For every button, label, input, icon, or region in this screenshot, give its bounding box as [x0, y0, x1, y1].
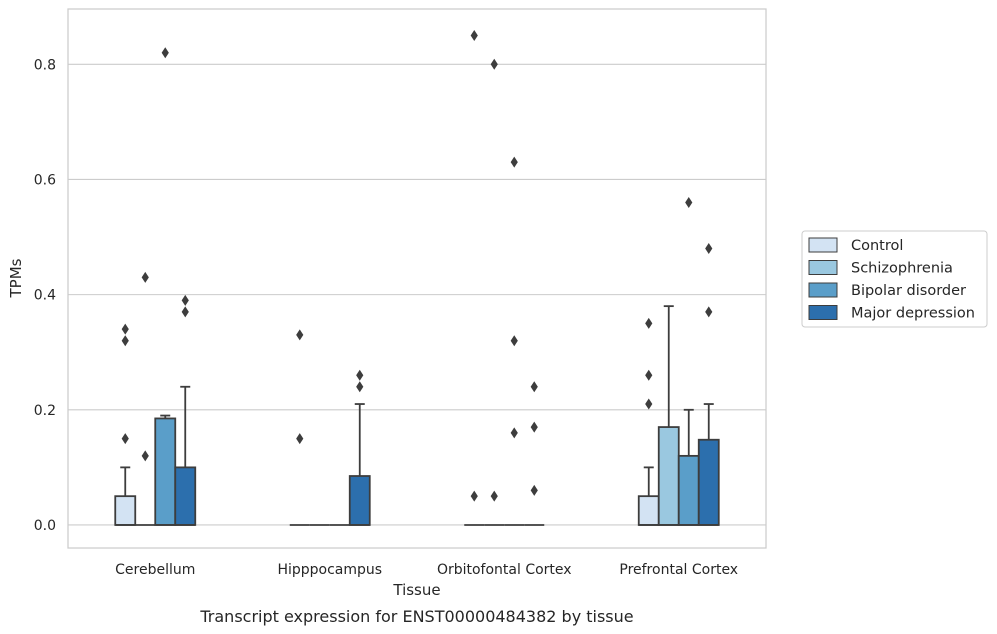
outlier-point [510, 335, 518, 347]
outlier-point [705, 243, 713, 255]
box [697, 438, 720, 526]
legend-label: Control [851, 238, 903, 254]
series-group [135, 58, 680, 526]
outlier-point [296, 433, 304, 445]
outlier-point [470, 29, 478, 41]
x-tick-label: Hipppocampus [277, 562, 382, 578]
x-tick-labels: Cerebellum Hipppocampus Orbitofontal Corte… [115, 562, 738, 578]
box [677, 454, 700, 526]
y-tick-label: 0.0 [34, 518, 56, 534]
outlier-point [121, 433, 129, 445]
box-item [484, 58, 505, 526]
box [637, 495, 660, 526]
box-item [154, 47, 177, 526]
outlier-point [161, 47, 169, 59]
outlier-point [121, 323, 129, 335]
outlier-point [356, 381, 364, 393]
box-item [637, 317, 660, 526]
plot-frame [67, 8, 767, 549]
legend-swatch [808, 260, 838, 275]
outlier-point [645, 369, 653, 381]
legend-frame [801, 230, 988, 328]
box [114, 495, 137, 526]
box-item [114, 323, 137, 526]
outlier-point [141, 271, 149, 283]
outlier-point [470, 490, 478, 502]
box-item [657, 305, 680, 526]
box-item [464, 29, 485, 526]
outlier-point [490, 490, 498, 502]
y-tick-label: 0.6 [34, 172, 56, 188]
legend-label: Schizophrenia [851, 261, 953, 277]
y-tick-label: 0.8 [34, 57, 56, 73]
x-axis-title: Tissue [392, 581, 440, 599]
outlier-point [356, 369, 364, 381]
outlier-point [685, 196, 693, 208]
legend: Control Schizophrenia Bipolar disorder Majo… [801, 230, 988, 328]
outlier-point [141, 450, 149, 462]
box-item [348, 369, 371, 526]
box-item [135, 271, 156, 526]
outlier-point [296, 329, 304, 341]
box [154, 417, 177, 526]
outlier-point [510, 427, 518, 439]
box [348, 475, 371, 526]
legend-swatch [808, 282, 838, 298]
outlier-point [645, 398, 653, 410]
outlier-point [510, 156, 518, 168]
outlier-point [705, 306, 713, 318]
legend-swatch [808, 237, 838, 253]
x-tick-label: Cerebellum [115, 562, 195, 578]
outlier-point [530, 381, 538, 393]
series-group [114, 29, 660, 526]
series-group [174, 243, 720, 526]
outlier-point [181, 306, 189, 318]
y-tick-label: 0.4 [34, 288, 56, 304]
legend-swatch [808, 305, 838, 320]
series-group [154, 47, 700, 526]
chart-caption: Transcript expression for ENST0000048438… [199, 607, 633, 626]
box-item [504, 156, 525, 526]
box [657, 426, 680, 526]
legend-label: Major depression [851, 306, 975, 322]
box-item [697, 243, 720, 526]
outlier-point [490, 58, 498, 70]
outlier-point [530, 421, 538, 433]
outlier-point [121, 335, 129, 347]
outlier-point [645, 317, 653, 329]
x-tick-label: Orbitofontal Cortex [437, 562, 572, 578]
x-tick-label: Prefrontal Cortex [619, 562, 738, 578]
y-tick-labels: 0.0 0.2 0.4 0.6 0.8 [34, 57, 56, 534]
outlier-point [530, 484, 538, 496]
box-item [524, 381, 545, 526]
box-item [677, 196, 700, 526]
legend-label: Bipolar disorder [851, 283, 966, 299]
box [174, 466, 197, 526]
outlier-point [181, 294, 189, 306]
box-item [289, 329, 310, 526]
box-groups [114, 29, 720, 526]
y-tick-label: 0.2 [34, 403, 56, 419]
box-item [174, 294, 197, 526]
y-axis-title: TPMs [7, 258, 25, 298]
